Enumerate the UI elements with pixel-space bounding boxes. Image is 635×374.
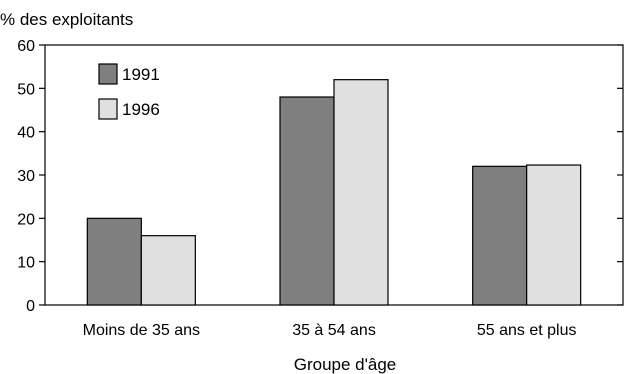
x-tick-label: Moins de 35 ans xyxy=(83,322,200,339)
bar-1996-0 xyxy=(140,235,196,306)
y-tick-label: 30 xyxy=(17,168,35,185)
bars xyxy=(86,79,582,306)
x-tick-label: 55 ans et plus xyxy=(477,322,577,339)
y-tick-label: 0 xyxy=(26,298,35,315)
bar-1991-1 xyxy=(279,96,335,306)
y-tick-label: 20 xyxy=(17,211,35,228)
y-tick-label: 40 xyxy=(17,125,35,142)
y-axis: 0 10 20 30 40 50 60 xyxy=(17,38,623,315)
x-axis-title: Groupe d'âge xyxy=(294,355,397,374)
legend-swatch-1991 xyxy=(98,63,118,85)
x-axis: Moins de 35 ans 35 à 54 ans 55 ans et plus xyxy=(83,322,577,339)
x-tick-label: 35 à 54 ans xyxy=(292,322,376,339)
y-tick-label: 50 xyxy=(17,81,35,98)
bar-1991-2 xyxy=(472,165,528,306)
y-tick-label: 60 xyxy=(17,38,35,55)
bar-1996-2 xyxy=(526,164,582,306)
y-axis-title: % des exploitants xyxy=(0,10,133,29)
y-tick-label: 10 xyxy=(17,255,35,272)
legend-swatch-1996 xyxy=(98,98,118,120)
legend: 1991 1996 xyxy=(98,63,160,120)
bar-1991-0 xyxy=(86,217,142,306)
legend-label-1996: 1996 xyxy=(122,100,160,119)
bar-1996-1 xyxy=(333,79,389,306)
legend-label-1991: 1991 xyxy=(122,65,160,84)
